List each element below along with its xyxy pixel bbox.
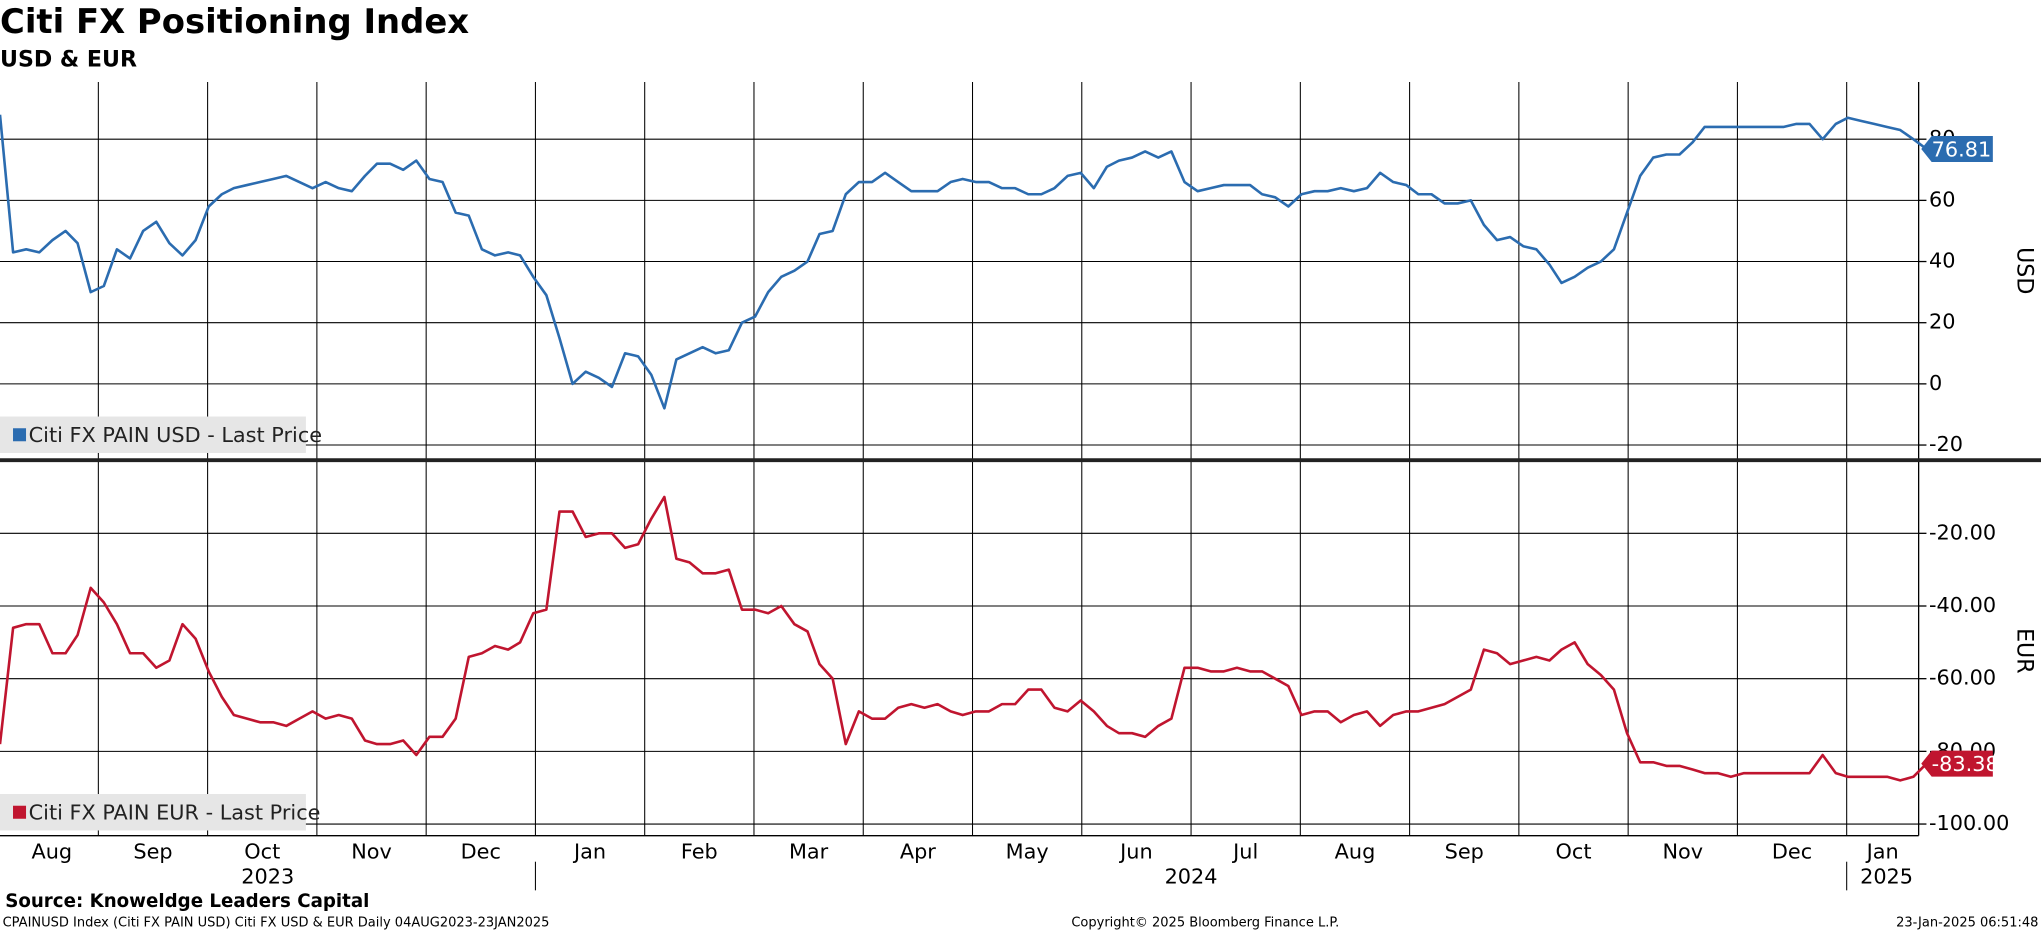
series-line (0, 495, 1928, 782)
x-tick-label: Jan (1865, 840, 1899, 864)
x-tick-label: Sep (133, 840, 172, 864)
timestamp: 23-Jan-2025 06:51:48 (1896, 915, 2038, 930)
y2-axis-label: EUR (2012, 628, 2038, 674)
y-tick-label: -100.00 (1929, 811, 2009, 835)
y-tick-label: -40.00 (1929, 593, 1996, 617)
series-line (0, 114, 1928, 410)
x-tick-label: Sep (1445, 840, 1484, 864)
x-tick-label: Dec (461, 840, 501, 864)
source: Source: Knoweldge Leaders Capital (5, 891, 369, 912)
y-axis-label: USD (2012, 247, 2038, 294)
chart-subtitle: USD & EUR (0, 46, 137, 72)
last-value-label: -83.38 (1932, 752, 1999, 776)
description: CPAINUSD Index (Citi FX PAIN USD) Citi F… (3, 915, 550, 930)
x-tick-label: Mar (789, 840, 829, 864)
x-tick-label: Feb (681, 840, 718, 864)
y-tick-label: 60 (1929, 187, 1955, 211)
year-label: 2023 (241, 864, 294, 888)
year-label: 2025 (1860, 864, 1913, 888)
x-tick-label: May (1006, 840, 1049, 864)
y-tick-label: -20.00 (1929, 520, 1996, 544)
x-tick-label: Nov (351, 840, 392, 864)
year-label: 2024 (1165, 864, 1218, 888)
legend-swatch (13, 428, 27, 442)
x-tick-label: Oct (1556, 840, 1592, 864)
x-tick-label: Nov (1662, 840, 1703, 864)
x-tick-label: Aug (31, 840, 72, 864)
x-tick-label: Jan (572, 840, 606, 864)
last-value-box (1921, 750, 1993, 777)
y-tick-label: -20 (1929, 432, 1963, 456)
y-tick-label: 20 (1929, 310, 1955, 334)
legend-label: Citi FX PAIN EUR - Last Price (29, 801, 321, 825)
last-value-box (1921, 135, 1993, 162)
x-tick-label: Dec (1772, 840, 1812, 864)
x-tick-label: Aug (1335, 840, 1376, 864)
x-tick-label: Jul (1231, 840, 1258, 864)
last-value-label: 76.81 (1932, 137, 1992, 161)
x-tick-label: Oct (244, 840, 280, 864)
legend-box (0, 794, 306, 831)
legend-box (0, 416, 306, 453)
y-tick-label: 0 (1929, 371, 1942, 395)
legend-swatch (13, 805, 27, 819)
y-tick-label: 40 (1929, 249, 1955, 273)
x-tick-label: Jun (1118, 840, 1153, 864)
chart-title: Citi FX Positioning Index (0, 2, 469, 41)
legend-label: Citi FX PAIN USD - Last Price (29, 423, 322, 447)
x-tick-label: Apr (900, 840, 936, 864)
copyright: Copyright© 2025 Bloomberg Finance L.P. (1071, 915, 1339, 930)
y-tick-label: -60.00 (1929, 666, 1996, 690)
